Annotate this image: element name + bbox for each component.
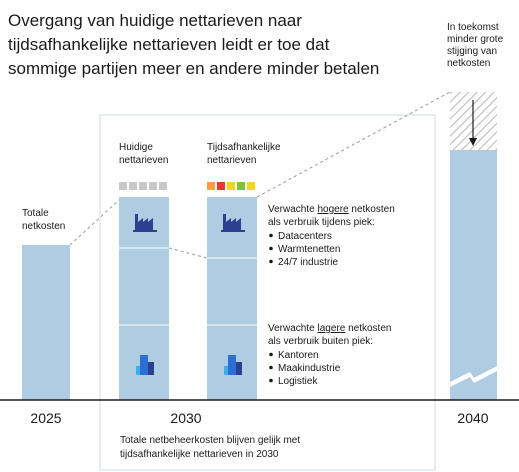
label: Tijdsafhankelijke (207, 142, 281, 153)
factory-icon (133, 214, 157, 232)
label: nettarieven (119, 155, 168, 166)
bar-2040 (450, 150, 497, 400)
year: 2025 (30, 410, 61, 426)
label: Totale (22, 208, 49, 219)
title-line: sommige partijen meer en andere minder b… (8, 59, 379, 78)
emphasis: lagere (317, 323, 345, 334)
label: nettarieven (207, 155, 256, 166)
factory-icon (221, 214, 245, 232)
bullet (269, 233, 273, 238)
text: Verwachte (268, 323, 317, 334)
year: 2040 (457, 410, 488, 426)
dashed-lines (69, 91, 451, 259)
text: als verbruik tijdens piek: (268, 217, 375, 228)
office-icon (224, 355, 242, 375)
list-item: Warmtenetten (278, 244, 340, 255)
text: Verwachte lagere netkosten (268, 323, 391, 334)
label: Huidige (119, 142, 153, 153)
grey-squares (119, 182, 167, 190)
note: minder grote (447, 34, 504, 45)
text: netkosten (349, 204, 395, 215)
list-item: 24/7 industrie (278, 257, 338, 268)
office-icon (136, 355, 154, 375)
note: In toekomst (447, 22, 499, 33)
note: stijging van (447, 46, 497, 57)
title-line: tijdsafhankelijke nettarieven leidt er t… (8, 35, 330, 54)
list: Datacenters Warmtenetten 24/7 industrie (269, 231, 340, 268)
bullet (269, 365, 273, 370)
bullet (269, 378, 273, 383)
year: 2030 (170, 410, 201, 426)
list-item: Maakindustrie (278, 363, 341, 374)
arrow-head (469, 138, 477, 146)
frame-2030 (99, 114, 436, 471)
list-item: Datacenters (278, 231, 332, 242)
list-item: Logistiek (278, 376, 318, 387)
bullet (269, 352, 273, 357)
label: netkosten (22, 221, 65, 232)
text: Verwachte hogere netkosten (268, 204, 395, 215)
footer: Totale netbeheerkosten blijven gelijk me… (120, 435, 300, 446)
note: netkosten (447, 58, 490, 69)
text: netkosten (345, 323, 391, 334)
bullet (269, 246, 273, 251)
list-item: Kantoren (278, 350, 319, 361)
bullet (269, 259, 273, 264)
title-line: Overgang van huidige nettarieven naar (8, 11, 302, 30)
text: als verbruik buiten piek: (268, 336, 373, 347)
color-squares (207, 182, 255, 190)
emphasis: hogere (317, 204, 349, 215)
bar-2025 (22, 245, 70, 400)
title: Overgang van huidige nettarieven naar ti… (8, 11, 379, 78)
text: Verwachte (268, 204, 317, 215)
list: Kantoren Maakindustrie Logistiek (269, 350, 341, 387)
footer: tijdsafhankelijke nettarieven in 2030 (120, 449, 279, 460)
